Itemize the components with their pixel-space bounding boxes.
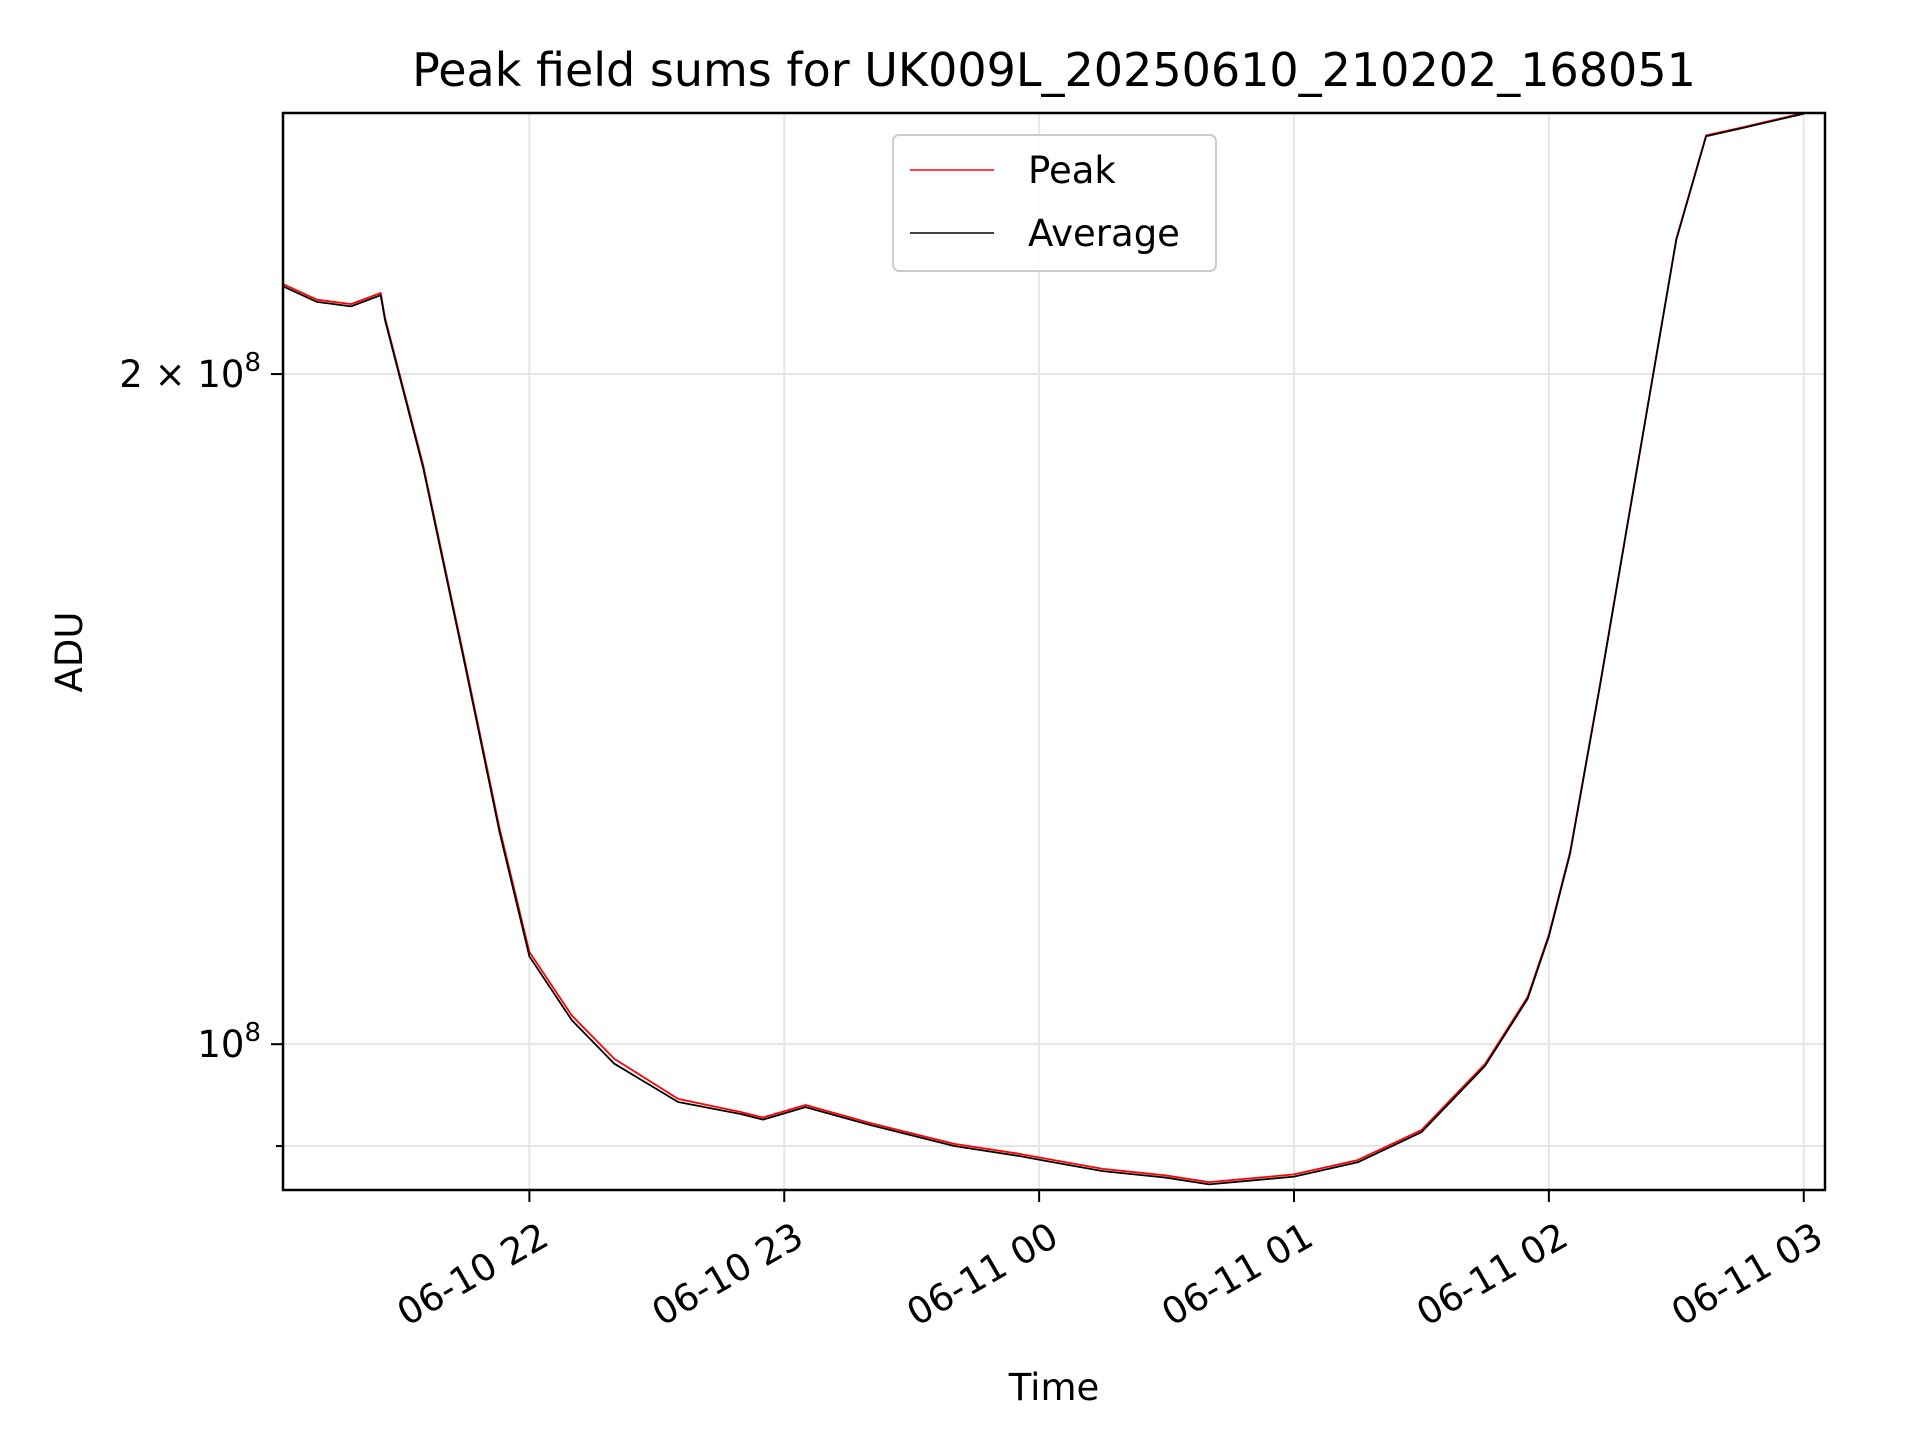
x-tick-label: 06-10 23 [645,1214,811,1334]
legend-label-peak: Peak [1028,149,1116,192]
legend-box [892,134,1217,272]
legend-label-average: Average [1028,212,1180,255]
series-line-peak [282,112,1805,1184]
chart-title: Peak field sums for UK009L_20250610_2102… [412,43,1696,97]
y-tick-label: 2 × 108 [119,348,261,396]
x-tick-label: 06-11 03 [1664,1214,1830,1334]
x-tick-label: 06-11 00 [900,1214,1066,1334]
x-tick-label: 06-11 01 [1155,1214,1321,1334]
grid-lines [283,113,1825,1190]
plot-frame [281,111,1827,1192]
axis-ticks: 06-10 22 06-10 23 06-11 00 06-11 01 06-11 02… [119,348,1830,1334]
y-tick-label: 108 [197,1018,261,1066]
y-axis-label: ADU [48,612,91,693]
x-axis-label: Time [1008,1366,1100,1409]
x-tick-label: 06-10 22 [390,1214,556,1334]
x-tick-label: 06-11 02 [1409,1214,1575,1334]
series-layer [282,112,1805,1186]
series-line-average [282,112,1805,1186]
legend: Peak Average [892,134,1217,272]
